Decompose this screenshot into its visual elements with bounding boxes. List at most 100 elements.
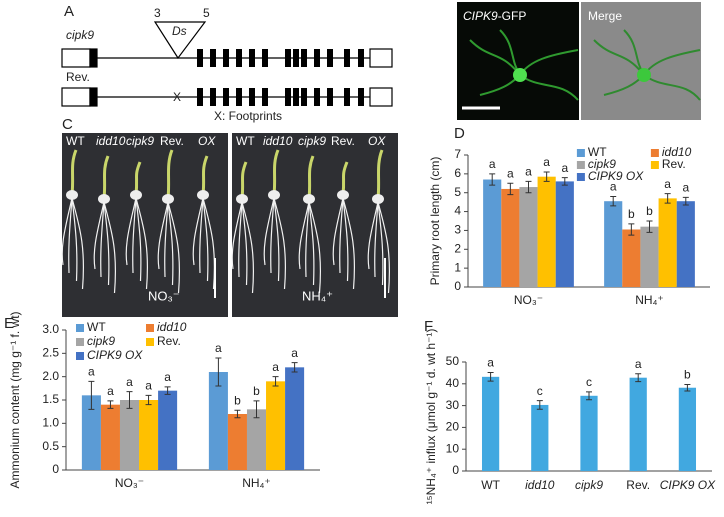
y-tick-label: 1.0	[42, 416, 59, 430]
seed	[130, 190, 142, 200]
y-tick-label: 0	[454, 279, 461, 293]
line-label: cipk9	[298, 134, 326, 148]
root	[167, 201, 181, 294]
significance-letter: a	[489, 157, 496, 171]
error-bar	[586, 391, 592, 401]
line-label: Rev.	[160, 134, 184, 148]
x-tick-label: cipk9	[575, 478, 603, 492]
root	[238, 201, 243, 278]
y-tick-label: 4	[454, 204, 461, 218]
y-axis-label: ¹⁵NH₄⁺ influx (μmol g⁻¹ d. wt h⁻¹)	[424, 329, 438, 505]
bar	[519, 187, 538, 287]
bar	[501, 188, 520, 287]
error-bar	[525, 180, 532, 194]
legend-label: CIPK9 OX	[87, 348, 143, 362]
significance-letter: a	[145, 379, 152, 393]
error-bar	[684, 383, 691, 392]
root	[377, 201, 391, 294]
root	[367, 201, 379, 270]
revertant: Rev.	[66, 70, 90, 84]
significance-letter: c	[586, 375, 592, 389]
legend-swatch	[650, 149, 659, 157]
bar	[227, 414, 247, 470]
root	[125, 197, 137, 266]
footprint-legend: X: Footprints	[214, 109, 282, 123]
exon	[314, 88, 320, 106]
x-tick-label: NO₃⁻	[115, 476, 144, 490]
significance-letter: a	[291, 346, 298, 360]
seed	[236, 194, 248, 204]
error-bar	[487, 371, 494, 382]
exon	[249, 88, 255, 106]
bar	[158, 390, 178, 470]
legend-swatch	[576, 149, 585, 157]
root	[339, 197, 344, 274]
legend-label: Rev.	[157, 334, 181, 348]
root	[93, 201, 105, 270]
root	[103, 201, 117, 294]
root	[332, 197, 344, 266]
footprint: X	[173, 90, 181, 104]
root	[135, 197, 149, 290]
y-tick-label: 30	[446, 398, 460, 412]
insert-name: Ds	[172, 24, 187, 38]
bar	[622, 229, 641, 287]
legend-label: cipk9	[588, 157, 616, 171]
y-tick-label: 7	[454, 147, 461, 161]
x-tick-label: WT	[481, 478, 500, 492]
root	[132, 197, 137, 274]
bar	[246, 409, 267, 470]
image-label: Merge	[588, 9, 622, 23]
seedlings	[61, 149, 391, 294]
significance-letter: a	[525, 165, 532, 179]
legend-swatch	[76, 352, 84, 360]
seed	[162, 194, 174, 204]
line-label: Rev.	[331, 134, 355, 148]
error-bar	[164, 386, 171, 395]
significance-letter: b	[628, 207, 635, 221]
significance-letter: a	[107, 384, 114, 398]
exon	[358, 49, 364, 67]
error-bar	[646, 220, 653, 233]
x-tick-label: NH₄⁺	[635, 293, 664, 307]
y-tick-label: 2.5	[42, 346, 59, 360]
line-label: WT	[66, 134, 85, 148]
significance-letter: a	[543, 155, 550, 169]
panel-label: E	[4, 315, 14, 332]
y-tick-label: 1.5	[42, 392, 59, 406]
line-label: idd10	[96, 134, 126, 148]
y-tick-label: 2.0	[42, 369, 59, 383]
root	[342, 197, 356, 290]
bar	[285, 367, 305, 470]
legend-swatch	[576, 173, 585, 181]
exon	[223, 88, 229, 106]
legend-label: Rev.	[662, 157, 686, 171]
bar	[678, 387, 697, 471]
root	[71, 197, 78, 282]
error-bar	[489, 173, 496, 186]
root	[157, 201, 169, 270]
error-bar	[272, 376, 279, 387]
legend-label: WT	[87, 320, 106, 334]
y-tick-label: 50	[446, 354, 460, 368]
bar	[555, 181, 574, 287]
seed	[337, 190, 349, 200]
error-bar	[628, 223, 635, 236]
error-bar	[635, 373, 642, 383]
exon	[197, 49, 203, 67]
y-tick-label: 3	[454, 223, 461, 237]
error-bar	[88, 380, 95, 410]
y-tick-label: 1	[454, 260, 461, 274]
significance-letter: a	[126, 375, 133, 389]
y-tick-label: 10	[446, 441, 460, 455]
exon	[210, 88, 216, 106]
exon	[262, 88, 268, 106]
significance-letter: a	[561, 161, 568, 175]
line-label: WT	[236, 134, 255, 148]
y-tick-label: 5	[454, 185, 461, 199]
root	[192, 197, 204, 266]
condition: NH₄⁺	[302, 288, 333, 303]
exon	[293, 49, 299, 67]
y-tick-label: 3.0	[42, 322, 59, 336]
x-tick-label: NH₄⁺	[242, 476, 271, 490]
